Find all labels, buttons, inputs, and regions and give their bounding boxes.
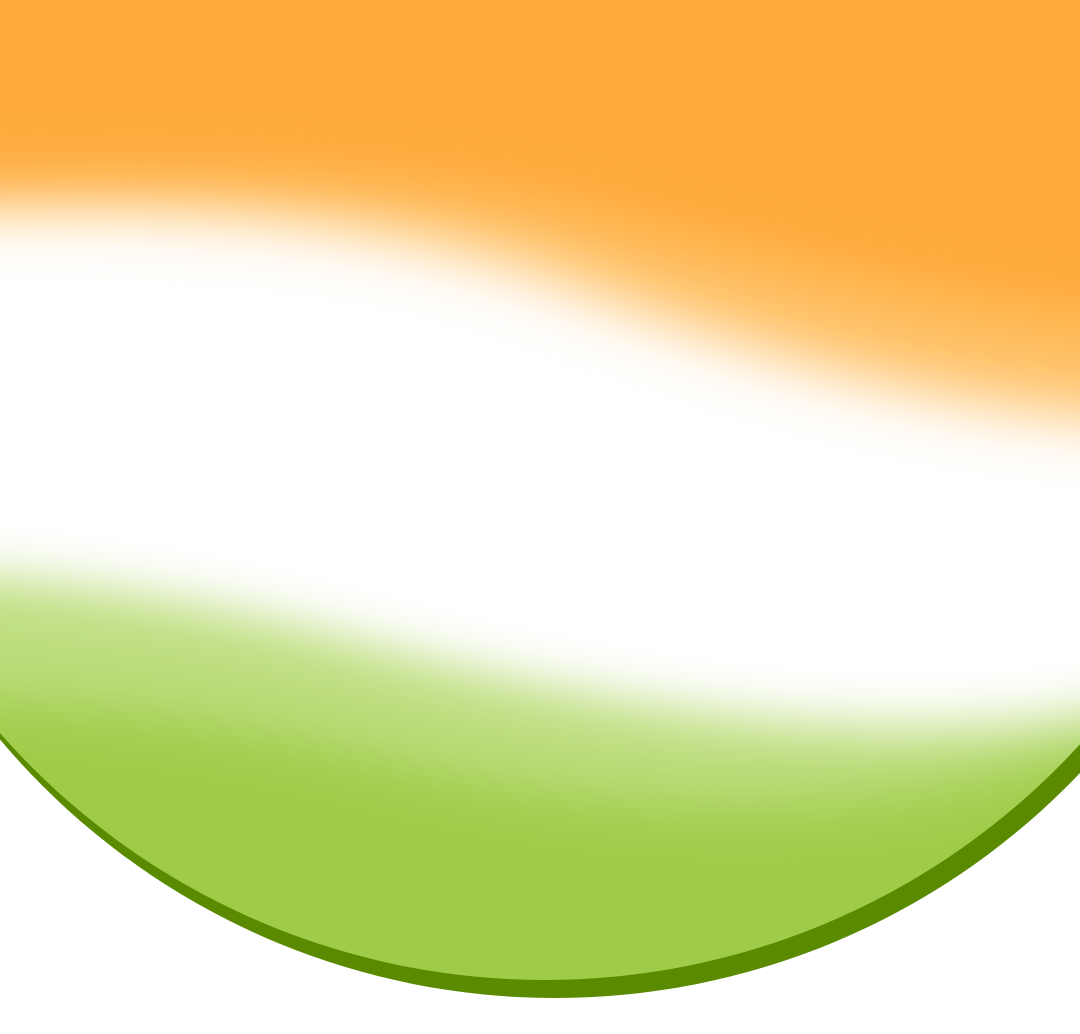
saffron-band (0, 0, 1080, 330)
